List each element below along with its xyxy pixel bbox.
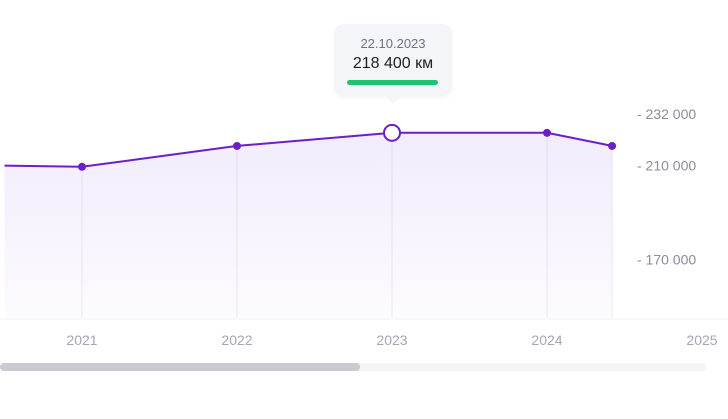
x-tick-label: 2021 xyxy=(66,332,97,348)
x-axis-ticks: 2021 2022 2023 2024 2025 xyxy=(66,332,717,348)
y-tick-label: - 170 000 xyxy=(637,251,696,267)
tooltip-value-bar xyxy=(347,80,438,85)
series-area xyxy=(4,132,613,318)
tooltip-value: 218 400 км xyxy=(352,55,434,72)
series-line xyxy=(4,131,613,168)
point-tooltip: 22.10.2023 218 400 км xyxy=(334,24,452,104)
x-tick-label: 2022 xyxy=(221,332,252,348)
data-points xyxy=(78,123,617,171)
y-tick-label: - 210 000 xyxy=(637,158,696,174)
data-point[interactable] xyxy=(543,128,551,137)
x-tick-label: 2024 xyxy=(531,332,562,348)
highlight-point[interactable] xyxy=(383,123,401,142)
data-point[interactable] xyxy=(233,141,241,150)
data-point[interactable] xyxy=(78,162,86,171)
horizontal-scrollbar[interactable] xyxy=(0,363,706,371)
tooltip-date: 22.10.2023 xyxy=(360,36,426,51)
x-tick-label: 2025 xyxy=(686,332,717,348)
y-tick-label: - 232 000 xyxy=(637,106,696,122)
scrollbar-thumb[interactable] xyxy=(0,363,361,371)
x-tick-label: 2023 xyxy=(376,332,407,348)
data-point[interactable] xyxy=(608,141,617,150)
y-axis-ticks: - 232 000 - 210 000 - 170 000 xyxy=(637,106,696,267)
